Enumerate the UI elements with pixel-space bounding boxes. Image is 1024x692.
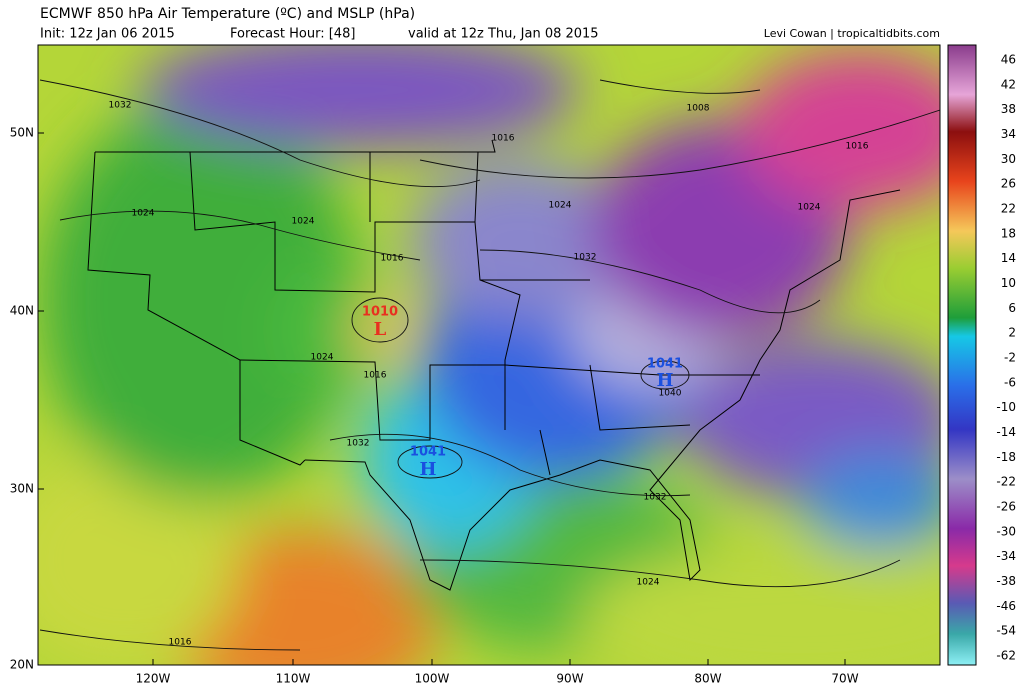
isobar-label: 1016 [169, 638, 192, 648]
init-time: Init: 12z Jan 06 2015 [40, 27, 175, 42]
lon-label: 80W [694, 672, 721, 686]
colorbar-label: 42 [1001, 77, 1016, 91]
colorbar-label: -46 [996, 599, 1016, 613]
isobar-label: 1024 [549, 201, 572, 211]
colorbar-label: 38 [1001, 102, 1016, 116]
colorbar-label: -18 [996, 450, 1016, 464]
colorbar-label: -14 [996, 425, 1016, 439]
lon-label: 100W [415, 672, 450, 686]
isobars [39, 79, 940, 651]
isobar-label: 1024 [132, 209, 155, 219]
pressure-value: 1041 [647, 357, 683, 372]
pressure-value: 1041 [410, 445, 446, 460]
colorbar-label: -30 [996, 524, 1016, 538]
title: ECMWF 850 hPa Air Temperature (ºC) and M… [40, 6, 415, 22]
colorbar-label: -6 [1004, 375, 1016, 389]
isobar-label: 1024 [798, 203, 821, 213]
colorbar-label: -10 [996, 400, 1016, 414]
colorbar-label: -62 [996, 649, 1016, 663]
colorbar-label: 18 [1001, 226, 1016, 240]
isobar-label: 1032 [109, 101, 132, 111]
colorbar-label: 22 [1001, 202, 1016, 216]
pressure-symbol: H [419, 459, 436, 480]
isobar-label: 1040 [659, 389, 682, 399]
lat-label: 40N [10, 304, 34, 318]
isobar-label: 1024 [311, 353, 334, 363]
map-frame [37, 44, 941, 666]
colorbar-label: 34 [1001, 127, 1016, 141]
isobar-label: 1032 [347, 439, 370, 449]
isobar-label: 1016 [381, 254, 404, 264]
colorbar-label: -38 [996, 574, 1016, 588]
lon-label: 110W [276, 672, 311, 686]
isobar-label: 1032 [644, 493, 667, 503]
colorbar-label: 2 [1008, 326, 1016, 340]
temperature-field [38, 45, 940, 665]
colorbar-label: -54 [996, 624, 1016, 638]
colorbar [947, 44, 977, 666]
forecast-hour: Forecast Hour: [48] [230, 27, 355, 42]
colorbar-label: -26 [996, 500, 1016, 514]
pressure-value: 1010 [362, 305, 398, 320]
isobar-label: 1024 [637, 578, 660, 588]
colorbar-label: 10 [1001, 276, 1016, 290]
isobar-label: 1008 [687, 104, 710, 114]
credit: Levi Cowan | tropicaltidbits.com [764, 27, 940, 40]
isobar-label: 1016 [492, 134, 515, 144]
valid-time: valid at 12z Thu, Jan 08 2015 [408, 27, 599, 42]
isobar-label: 1016 [364, 371, 387, 381]
lat-label: 20N [10, 658, 34, 672]
colorbar-label: 46 [1001, 53, 1016, 67]
lat-label: 50N [10, 126, 34, 140]
colorbar-label: -22 [996, 475, 1016, 489]
isobar-label: 1016 [846, 142, 869, 152]
isobar-label: 1024 [292, 217, 315, 227]
colorbar-label: 14 [1001, 251, 1016, 265]
pressure-symbol: H [656, 370, 673, 391]
colorbar-label: 30 [1001, 152, 1016, 166]
colorbar-label: 6 [1008, 301, 1016, 315]
lat-label: 30N [10, 482, 34, 496]
isobar-label: 1032 [574, 253, 597, 263]
colorbar-label: -34 [996, 549, 1016, 563]
lon-label: 90W [556, 672, 583, 686]
lon-label: 70W [831, 672, 858, 686]
borders [87, 139, 901, 591]
lon-label: 120W [136, 672, 171, 686]
colorbar-label: -2 [1004, 351, 1016, 365]
colorbar-label: 26 [1001, 177, 1016, 191]
pressure-symbol: L [374, 319, 387, 340]
